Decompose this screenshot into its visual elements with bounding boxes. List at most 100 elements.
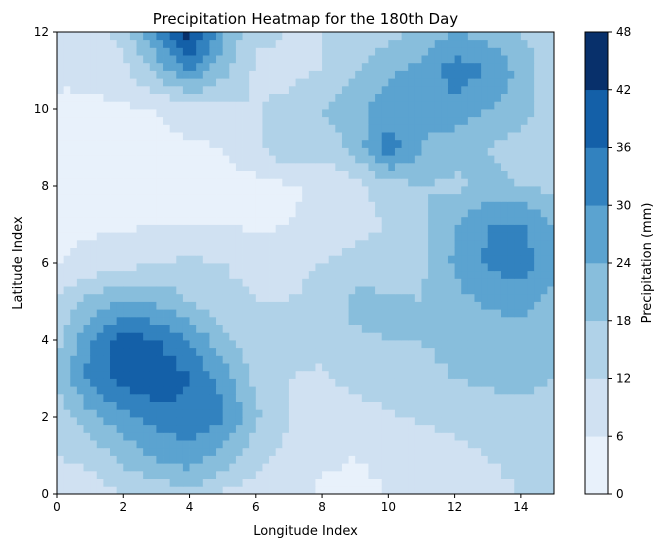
heatmap-cell <box>90 432 98 441</box>
heatmap-cell <box>143 70 151 79</box>
heatmap-cell <box>235 239 243 248</box>
heatmap-cell <box>401 147 409 156</box>
heatmap-cell <box>202 78 210 87</box>
heatmap-cell <box>96 109 104 118</box>
heatmap-cell <box>547 424 554 433</box>
heatmap-cell <box>401 255 409 264</box>
heatmap-cell <box>76 386 84 395</box>
heatmap-cell <box>149 85 157 94</box>
heatmap-cell <box>540 147 548 156</box>
heatmap-cell <box>547 478 554 487</box>
heatmap-cell <box>275 378 283 387</box>
heatmap-cell <box>428 432 436 441</box>
heatmap-cell <box>282 286 290 295</box>
heatmap-cell <box>295 432 303 441</box>
heatmap-cell <box>275 132 283 141</box>
heatmap-cell <box>57 162 65 171</box>
heatmap-cell <box>355 378 363 387</box>
heatmap-cell <box>163 440 171 449</box>
heatmap-cell <box>361 463 369 472</box>
heatmap-cell <box>487 478 495 487</box>
heatmap-cell <box>514 355 522 364</box>
heatmap-cell <box>269 316 277 325</box>
heatmap-cell <box>328 316 336 325</box>
heatmap-cell <box>467 78 475 87</box>
heatmap-cell <box>394 93 402 102</box>
heatmap-cell <box>83 170 91 179</box>
heatmap-cell <box>229 193 237 202</box>
heatmap-cell <box>262 70 270 79</box>
heatmap-cell <box>447 447 455 456</box>
heatmap-cell <box>421 417 429 426</box>
heatmap-cell <box>202 393 210 402</box>
heatmap-cell <box>110 109 118 118</box>
heatmap-cell <box>500 293 509 302</box>
heatmap-cell <box>288 209 296 218</box>
heatmap-cell <box>262 432 270 441</box>
heatmap-cell <box>394 340 402 349</box>
heatmap-cell <box>202 455 210 464</box>
heatmap-cell <box>302 270 310 279</box>
heatmap-cell <box>355 386 363 395</box>
heatmap-cell <box>196 162 204 171</box>
heatmap-cell <box>408 224 416 233</box>
heatmap-cell <box>434 309 442 318</box>
heatmap-cell <box>149 378 157 387</box>
heatmap-cell <box>288 162 296 171</box>
heatmap-cell <box>255 255 263 264</box>
heatmap-cell <box>534 447 542 456</box>
heatmap-cell <box>156 170 164 179</box>
heatmap-cell <box>269 39 277 48</box>
heatmap-cell <box>76 201 84 210</box>
colorbar-tick-label: 36 <box>616 141 631 155</box>
heatmap-cell <box>441 247 449 256</box>
heatmap-cell <box>534 209 542 218</box>
heatmap-cell <box>507 132 515 141</box>
heatmap-cell <box>103 401 111 410</box>
heatmap-cell <box>129 101 137 110</box>
heatmap-cell <box>76 93 84 102</box>
heatmap-cell <box>229 409 237 418</box>
heatmap-cell <box>375 363 383 372</box>
heatmap-cell <box>176 116 184 125</box>
heatmap-cell <box>368 455 376 464</box>
heatmap-cell <box>209 478 217 487</box>
heatmap-cell <box>229 447 237 456</box>
heatmap-cell <box>116 440 124 449</box>
heatmap-cell <box>136 278 144 287</box>
heatmap-cell <box>328 455 336 464</box>
heatmap-cell <box>255 324 263 333</box>
heatmap-cell <box>282 55 290 64</box>
heatmap-cell <box>520 209 528 218</box>
heatmap-cell <box>474 216 482 225</box>
heatmap-cell <box>328 178 336 187</box>
heatmap-cell <box>288 201 296 210</box>
heatmap-cell <box>90 39 98 48</box>
heatmap-cell <box>169 232 177 241</box>
heatmap-cell <box>368 101 376 110</box>
heatmap-cell <box>401 47 409 56</box>
heatmap-cell <box>487 170 495 179</box>
heatmap-cell <box>63 209 71 218</box>
heatmap-cell <box>288 247 296 256</box>
heatmap-cell <box>209 401 217 410</box>
heatmap-cell <box>255 124 263 133</box>
heatmap-cell <box>229 239 237 248</box>
heatmap-cell <box>182 116 190 125</box>
heatmap-cell <box>63 486 71 494</box>
heatmap-cell <box>123 478 131 487</box>
heatmap-cell <box>520 332 528 341</box>
heatmap-cell <box>90 124 98 133</box>
heatmap-cell <box>322 417 330 426</box>
heatmap-cell <box>348 239 356 248</box>
heatmap-cell <box>355 417 363 426</box>
heatmap-cell <box>434 116 442 125</box>
colorbar-band <box>585 32 608 91</box>
heatmap-cell <box>275 193 283 202</box>
heatmap-cell <box>494 232 502 241</box>
heatmap-cell <box>143 378 151 387</box>
heatmap-cell <box>182 393 190 402</box>
heatmap-cell <box>229 124 237 133</box>
heatmap-cell <box>123 301 131 310</box>
heatmap-cell <box>514 455 522 464</box>
